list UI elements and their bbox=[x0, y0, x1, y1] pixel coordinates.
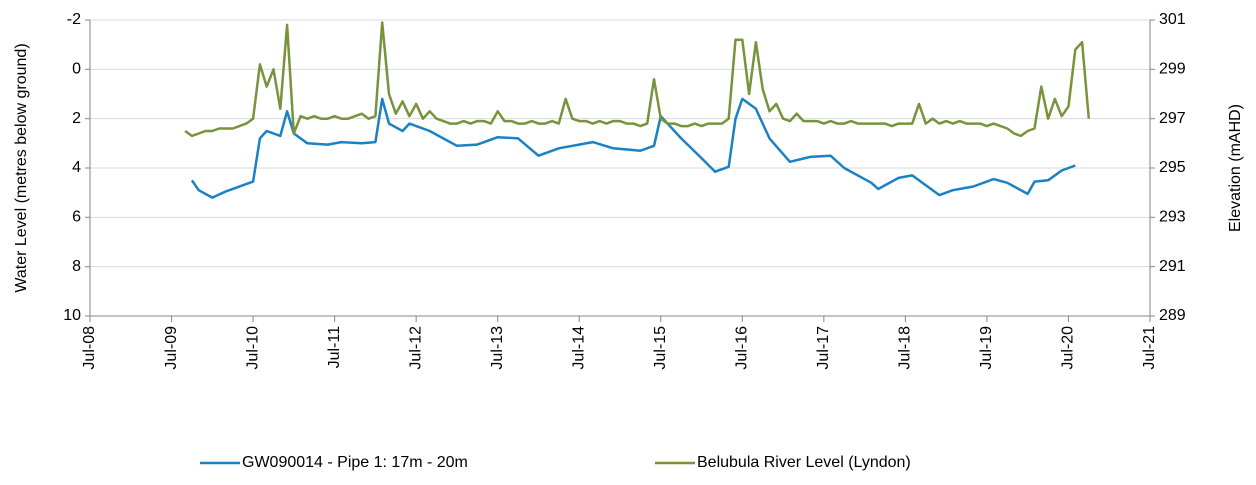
x-tick-label: Jul-11 bbox=[326, 326, 343, 368]
x-tick-label: Jul-16 bbox=[734, 326, 751, 370]
y-tick-label: -2 bbox=[67, 11, 81, 28]
series-line bbox=[190, 97, 1076, 199]
x-tick-label: Jul-21 bbox=[1141, 326, 1158, 370]
y2-tick-label: 301 bbox=[1159, 11, 1186, 28]
x-tick-label: Jul-10 bbox=[244, 326, 261, 370]
x-tick-label: Jul-17 bbox=[815, 326, 832, 370]
y-axis-title: Water Level (metres below ground) bbox=[13, 43, 30, 292]
legend-label: Belubula River Level (Lyndon) bbox=[697, 454, 911, 471]
y2-tick-label: 297 bbox=[1159, 110, 1186, 127]
x-tick-label: Jul-20 bbox=[1060, 326, 1077, 370]
y2-tick-label: 295 bbox=[1159, 159, 1186, 176]
y2-tick-label: 299 bbox=[1159, 61, 1186, 78]
legend-label: GW090014 - Pipe 1: 17m - 20m bbox=[242, 454, 468, 471]
x-tick-label: Jul-08 bbox=[81, 326, 98, 370]
y-tick-label: 0 bbox=[72, 61, 81, 78]
y2-tick-label: 289 bbox=[1159, 307, 1186, 324]
y2-tick-label: 293 bbox=[1159, 209, 1186, 226]
x-tick-label: Jul-14 bbox=[570, 326, 587, 370]
y-tick-label: 10 bbox=[63, 307, 81, 324]
y-tick-label: 4 bbox=[72, 159, 81, 176]
y2-tick-label: 291 bbox=[1159, 258, 1186, 275]
x-tick-label: Jul-19 bbox=[978, 326, 995, 370]
x-tick-label: Jul-09 bbox=[163, 326, 180, 370]
x-tick-label: Jul-18 bbox=[897, 326, 914, 370]
series-line bbox=[184, 21, 1091, 138]
x-tick-label: Jul-15 bbox=[652, 326, 669, 370]
y-tick-label: 8 bbox=[72, 258, 81, 275]
y2-axis-title: Elevation (mAHD) bbox=[1227, 104, 1244, 232]
y-tick-label: 2 bbox=[72, 110, 81, 127]
y-tick-label: 6 bbox=[72, 209, 81, 226]
x-tick-label: Jul-13 bbox=[489, 326, 506, 370]
x-tick-label: Jul-12 bbox=[407, 326, 424, 370]
